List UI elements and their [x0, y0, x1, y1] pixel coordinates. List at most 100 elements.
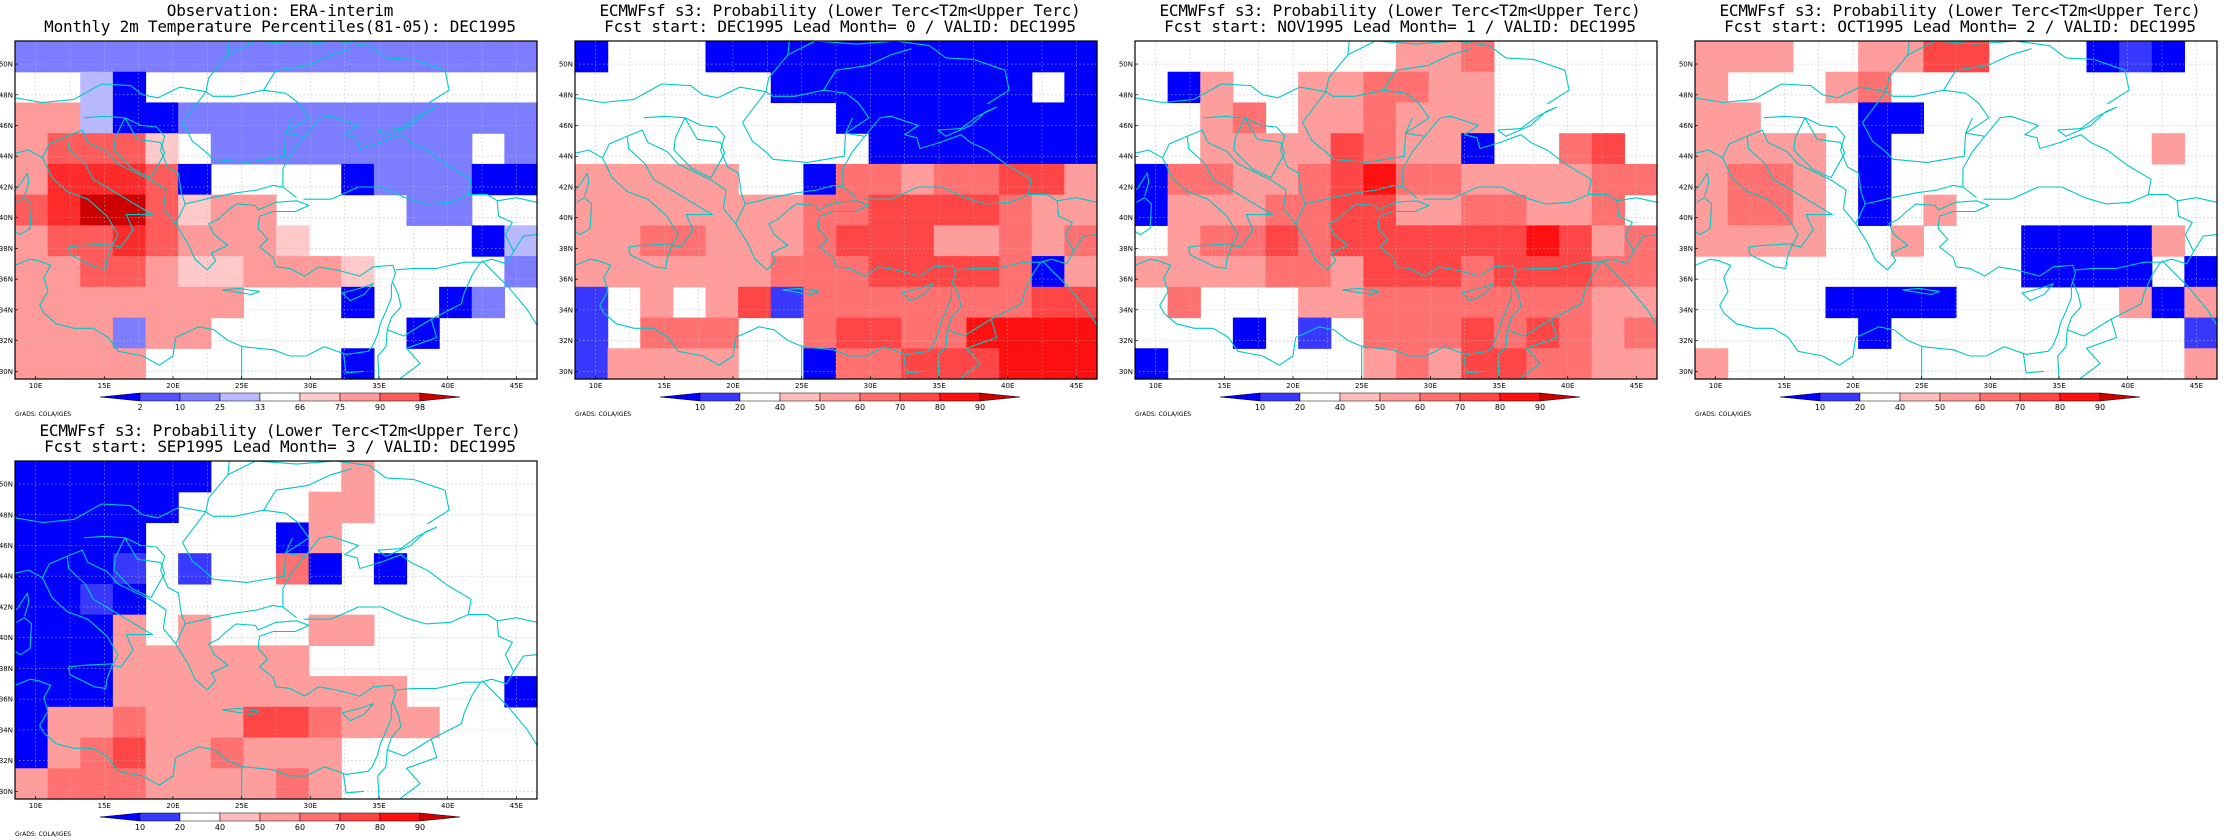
grid-cell [1298, 163, 1332, 196]
grid-cell [243, 737, 277, 769]
coastline [2216, 114, 2217, 116]
grid-cell [933, 317, 968, 349]
lat-label: 36N [1679, 276, 1693, 284]
coastline [536, 534, 537, 536]
colorbar-segment [299, 392, 341, 402]
coastline [15, 41, 230, 104]
grid-cell [868, 225, 902, 257]
coastline [1695, 172, 1710, 197]
grid-cell [1064, 348, 1098, 380]
coastline [222, 707, 261, 716]
grid-cell [439, 194, 473, 226]
grid-cell [1727, 102, 1761, 134]
grid-cell [803, 286, 837, 319]
grid-cell [803, 256, 837, 288]
grid-cell [112, 522, 147, 554]
grid-cell [901, 102, 935, 134]
graticule [15, 41, 537, 379]
grid-cell [1396, 163, 1430, 196]
grid-cell [80, 163, 114, 196]
lat-label: 32N [1119, 337, 1133, 345]
grid-cell [999, 163, 1033, 196]
grid-cell [47, 348, 81, 380]
grid-cell [1890, 102, 1924, 134]
grid-cell [1461, 225, 1495, 257]
grid-cell [933, 163, 968, 196]
lat-label: 32N [559, 337, 573, 345]
grid-cell [640, 348, 674, 380]
grid-cell [341, 102, 375, 134]
grid-cell [276, 553, 310, 585]
grid-cell [178, 256, 212, 288]
grid-cell [1624, 163, 1658, 196]
colorbar-segment [179, 812, 221, 822]
grid-cell [1428, 194, 1462, 226]
grads-credit: GrADS: COLA/IGES [1135, 411, 1192, 418]
colorbar-segment [859, 392, 901, 402]
grid-cell [999, 41, 1033, 73]
grid-cell [1396, 317, 1430, 349]
grid-cell [2151, 133, 2185, 165]
colorbar-segment [339, 392, 381, 402]
colorbar-segment [2059, 392, 2101, 402]
grid-cell [901, 41, 935, 73]
grid-cell [575, 317, 609, 349]
grid-cell [373, 163, 408, 196]
grid-cell [178, 768, 212, 800]
grid-cell [1858, 133, 1892, 165]
grid-cell [770, 71, 804, 104]
coastline [1902, 287, 1941, 296]
grid-cell [210, 256, 244, 288]
grid-cell [1396, 133, 1430, 165]
colorbar-label: 80 [1495, 403, 1505, 412]
grid-cell [47, 102, 81, 134]
grid-cell [1526, 225, 1560, 257]
grid-cell [1298, 286, 1332, 319]
grid-cell [80, 41, 114, 73]
colorbar-label: 80 [375, 823, 385, 832]
grid-cell [210, 286, 244, 319]
grid-cell [1135, 256, 1169, 288]
grid-cell [575, 286, 609, 319]
grid-cell [966, 41, 1000, 73]
grid-cell [112, 133, 147, 165]
map-frame [14, 40, 538, 380]
grid-cell [803, 163, 837, 196]
colorbar-label: 60 [855, 403, 865, 412]
coastline [335, 41, 450, 105]
grid-cell [705, 225, 739, 257]
grid-cell [933, 256, 968, 288]
grid-cell [15, 676, 49, 708]
grid-cell [933, 286, 968, 319]
grid-cell [341, 256, 375, 288]
coastline [342, 352, 364, 374]
grid-cell [966, 102, 1000, 134]
coastline [937, 106, 998, 137]
grid-cell [504, 676, 538, 708]
grid-cell [276, 737, 310, 769]
grid-cell [2119, 225, 2153, 257]
grid-cell [1031, 256, 1065, 288]
grid-cell [607, 348, 641, 380]
grid-cell [112, 461, 147, 493]
grid-cell [145, 706, 179, 739]
coastline [222, 287, 261, 296]
grid-cell [770, 225, 804, 257]
grid-cell [1167, 163, 1201, 196]
lon-label: 35E [372, 802, 385, 810]
lon-label: 25E [1915, 382, 1928, 390]
lon-label: 20E [1846, 382, 1859, 390]
grid-cell [243, 676, 277, 708]
grid-cell [1727, 133, 1761, 165]
grid-cell [2184, 348, 2218, 380]
grid-cells [575, 41, 1098, 380]
lon-label: 25E [235, 382, 248, 390]
grid-cell [47, 286, 81, 319]
colorbar: 10 20 40 50 60 70 80 90 [1219, 392, 1581, 412]
coastline [1347, 41, 1376, 56]
coastline [1519, 318, 1558, 379]
lon-label: 10E [589, 382, 602, 390]
coastline [342, 772, 364, 794]
grid-cell [15, 286, 49, 319]
lon-label: 30E [1424, 382, 1437, 390]
